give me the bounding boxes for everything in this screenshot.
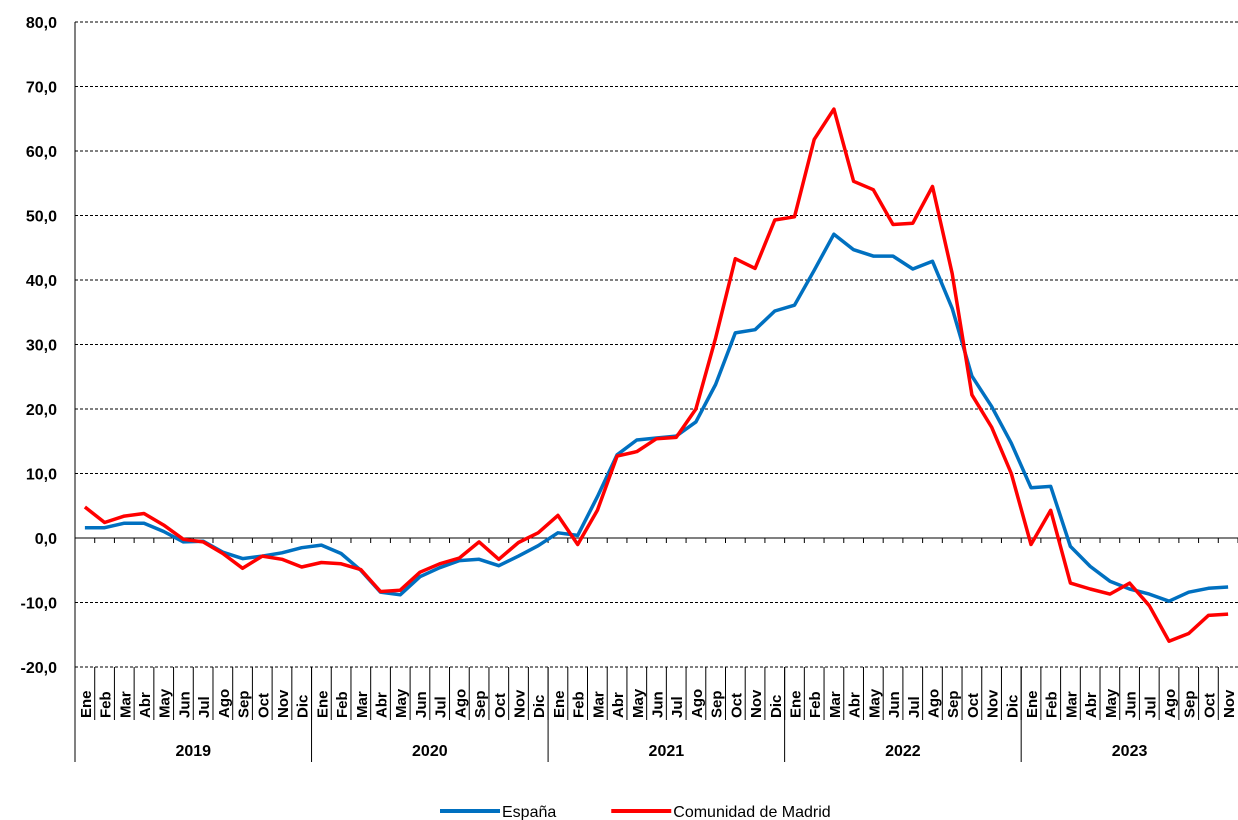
y-tick-label: 30,0 bbox=[26, 338, 57, 355]
x-tick-label: Ene bbox=[78, 690, 95, 718]
y-tick-label: 0,0 bbox=[35, 531, 57, 548]
series-line bbox=[84, 232, 1229, 603]
x-tick-label: Nov bbox=[985, 689, 1002, 718]
x-tick-label: Ago bbox=[925, 689, 942, 718]
y-tick-label: 10,0 bbox=[26, 467, 57, 484]
x-tick-label: Abr bbox=[847, 692, 864, 718]
legend-label: Comunidad de Madrid bbox=[673, 804, 830, 820]
y-tick-label: 40,0 bbox=[26, 273, 57, 290]
x-tick-label: Oct bbox=[492, 693, 509, 718]
x-tick-label: Nov bbox=[275, 689, 292, 718]
x-tick-label: Mar bbox=[117, 691, 134, 718]
x-tick-label: Oct bbox=[728, 693, 745, 718]
group-label: 2021 bbox=[649, 743, 685, 760]
x-tick-label: Ago bbox=[689, 689, 706, 718]
x-tick-label: Feb bbox=[1044, 691, 1061, 718]
x-tick-label: Jul bbox=[669, 696, 686, 718]
x-tick-label: Mar bbox=[590, 691, 607, 718]
x-tick-label: Ene bbox=[551, 690, 568, 718]
x-tick-label: Dic bbox=[768, 695, 785, 718]
x-tick-label: Oct bbox=[255, 693, 272, 718]
x-tick-label: Sep bbox=[236, 690, 253, 718]
x-tick-label: May bbox=[393, 688, 410, 718]
x-tick-label: Ene bbox=[787, 690, 804, 718]
x-tick-label: Oct bbox=[965, 693, 982, 718]
x-tick-label: Nov bbox=[512, 689, 529, 718]
y-tick-label: 60,0 bbox=[26, 144, 57, 161]
x-tick-label: Mar bbox=[354, 691, 371, 718]
x-tick-label: Jun bbox=[413, 691, 430, 718]
x-tick-label: Sep bbox=[472, 690, 489, 718]
x-tick-label: Ene bbox=[314, 690, 331, 718]
x-tick-label: Jun bbox=[1123, 691, 1140, 718]
x-tick-label: Sep bbox=[1182, 690, 1199, 718]
x-tick-label: Ago bbox=[216, 689, 233, 718]
legend-label: España bbox=[502, 804, 556, 820]
x-tick-label: Abr bbox=[137, 692, 154, 718]
x-tick-label: Abr bbox=[610, 692, 627, 718]
x-tick-label: Oct bbox=[1201, 693, 1218, 718]
x-tick-label: Dic bbox=[1004, 695, 1021, 718]
x-tick-label: Abr bbox=[1083, 692, 1100, 718]
x-tick-label: Jul bbox=[433, 696, 450, 718]
x-tick-label: Mar bbox=[827, 691, 844, 718]
x-tick-label: Jun bbox=[886, 691, 903, 718]
x-tick-label: Feb bbox=[98, 691, 115, 718]
x-tick-label: Nov bbox=[748, 689, 765, 718]
x-tick-label: Feb bbox=[807, 691, 824, 718]
x-tick-label: May bbox=[1103, 688, 1120, 718]
series-line bbox=[83, 107, 1229, 643]
x-tick-label: Jun bbox=[176, 691, 193, 718]
x-tick-label: May bbox=[866, 688, 883, 718]
y-tick-label: -10,0 bbox=[21, 596, 58, 613]
y-tick-label: -20,0 bbox=[21, 660, 58, 677]
y-tick-label: 80,0 bbox=[26, 15, 57, 32]
x-tick-label: Ago bbox=[452, 689, 469, 718]
x-tick-label: Feb bbox=[571, 691, 588, 718]
x-tick-label: Ago bbox=[1162, 689, 1179, 718]
y-tick-label: 70,0 bbox=[26, 80, 57, 97]
y-tick-label: 50,0 bbox=[26, 209, 57, 226]
x-tick-label: Jul bbox=[906, 696, 923, 718]
x-tick-label: Sep bbox=[709, 690, 726, 718]
x-tick-label: May bbox=[157, 688, 174, 718]
x-tick-label: Nov bbox=[1221, 689, 1238, 718]
x-tick-label: Feb bbox=[334, 691, 351, 718]
x-tick-label: May bbox=[630, 688, 647, 718]
x-tick-label: Dic bbox=[531, 695, 548, 718]
x-tick-label: Abr bbox=[374, 692, 391, 718]
group-label: 2019 bbox=[175, 743, 211, 760]
x-tick-label: Mar bbox=[1063, 691, 1080, 718]
y-tick-label: 20,0 bbox=[26, 402, 57, 419]
x-tick-label: Jul bbox=[196, 696, 213, 718]
group-label: 2023 bbox=[1112, 743, 1148, 760]
x-tick-label: Sep bbox=[945, 690, 962, 718]
group-label: 2020 bbox=[412, 743, 448, 760]
x-tick-label: Jun bbox=[650, 691, 667, 718]
x-tick-label: Ene bbox=[1024, 690, 1041, 718]
x-tick-label: Jul bbox=[1142, 696, 1159, 718]
group-label: 2022 bbox=[885, 743, 921, 760]
x-tick-label: Dic bbox=[295, 695, 312, 718]
